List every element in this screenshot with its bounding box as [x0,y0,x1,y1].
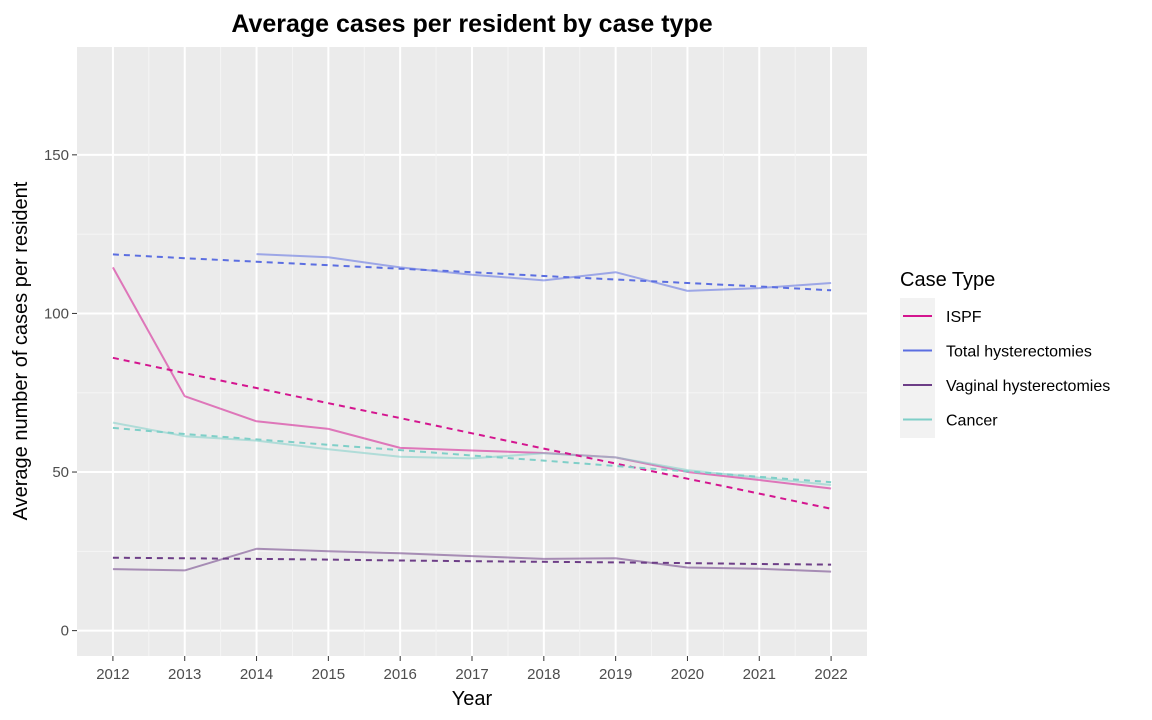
x-tick-label: 2012 [96,666,129,683]
y-tick-label: 50 [52,464,69,481]
trend-line-total-hysterectomies [112,253,832,292]
legend-label-ispf: ISPF [946,309,982,326]
legend-label-total-hysterectomies: Total hysterectomies [946,344,1092,361]
x-tick-label: 2016 [383,666,416,683]
y-axis-title: Average number of cases per resident [10,181,32,520]
x-tick-label: 2014 [240,666,273,683]
series-line-total-hysterectomies [256,253,832,292]
x-tick-label: 2018 [527,666,560,683]
x-axis-title: Year [452,688,493,710]
x-tick-label: 2020 [671,666,704,683]
legend-key-background [900,298,935,438]
x-tick-label: 2021 [743,666,776,683]
x-tick-label: 2015 [312,666,345,683]
x-tick-label: 2017 [455,666,488,683]
x-tick-label: 2019 [599,666,632,683]
legend-label-cancer: Cancer [946,413,998,430]
x-tick-label: 2013 [168,666,201,683]
y-tick-label: 0 [61,623,69,640]
x-tick-label: 2022 [814,666,847,683]
chart-title: Average cases per resident by case type [231,10,712,38]
trend-line-ispf [112,356,832,510]
trend-line-vaginal-hysterectomies [112,556,832,566]
series-line-ispf [112,266,832,490]
y-tick-label: 150 [44,147,69,164]
y-tick-label: 100 [44,305,69,322]
series-line-vaginal-hysterectomies [112,547,832,573]
x-axis: 2012 2013 2014 2015 2016 2017 2018 2019 2020 2021… [96,656,848,683]
legend-title: Case Type [900,269,995,291]
legend-label-vaginal-hysterectomies: Vaginal hysterectomies [946,378,1110,395]
y-axis: 0 50 100 150 [44,147,77,640]
legend: Case Type ISPF Total hysterectomies Vagina… [900,269,1110,438]
grid [77,47,867,656]
series-lines [112,253,832,573]
series-line-cancer [112,421,832,486]
